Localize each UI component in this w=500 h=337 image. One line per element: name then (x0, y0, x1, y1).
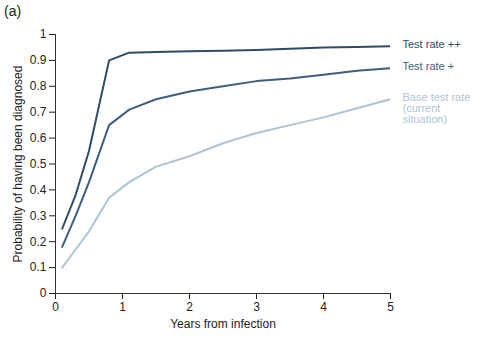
svg-text:0.1: 0.1 (30, 260, 47, 274)
svg-text:0.2: 0.2 (30, 235, 47, 249)
svg-text:Test rate ++: Test rate ++ (403, 38, 461, 50)
svg-text:1: 1 (119, 300, 126, 314)
svg-text:5: 5 (387, 300, 394, 314)
svg-text:Test rate +: Test rate + (403, 60, 455, 72)
svg-text:0.5: 0.5 (30, 157, 47, 171)
svg-text:0.7: 0.7 (30, 105, 47, 119)
svg-text:0.9: 0.9 (30, 53, 47, 67)
svg-text:0.3: 0.3 (30, 209, 47, 223)
svg-text:0.4: 0.4 (30, 183, 47, 197)
svg-text:0.8: 0.8 (30, 79, 47, 93)
svg-text:0: 0 (52, 300, 59, 314)
svg-text:4: 4 (320, 300, 327, 314)
svg-text:Base test rate(currentsituatio: Base test rate(currentsituation) (403, 91, 471, 125)
svg-text:1: 1 (40, 27, 47, 41)
svg-text:0: 0 (40, 286, 47, 300)
html-text:(a): (a) (4, 3, 22, 19)
svg-text:2: 2 (186, 300, 193, 314)
svg-text:3: 3 (253, 300, 260, 314)
svg-text:0.6: 0.6 (30, 131, 47, 145)
svg-text:Probability of having been dia: Probability of having been diagnosed (11, 66, 25, 263)
svg-text:Years from infection: Years from infection (170, 317, 276, 331)
